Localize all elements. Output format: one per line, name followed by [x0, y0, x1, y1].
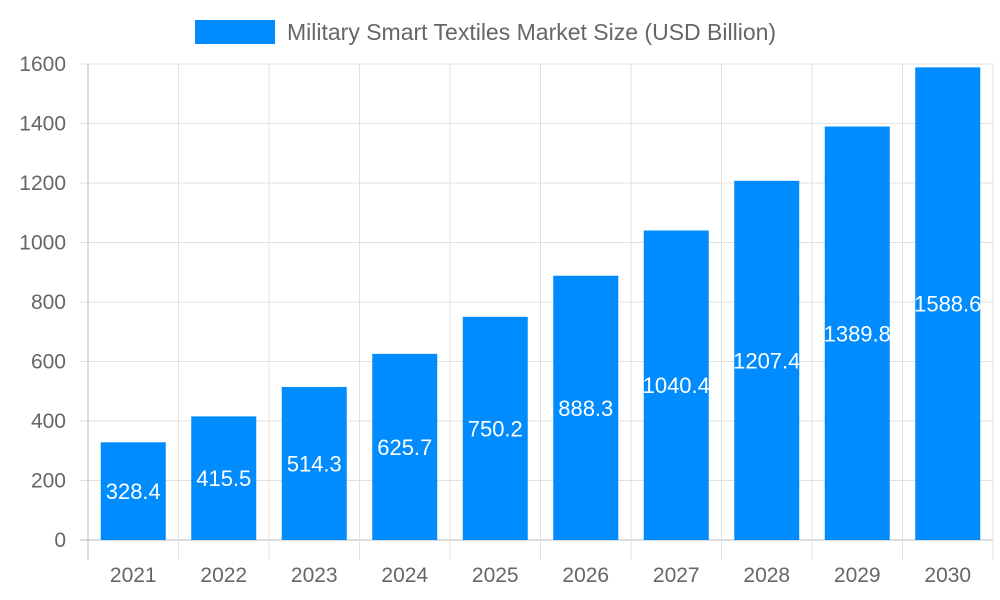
legend[interactable]: Military Smart Textiles Market Size (USD… — [195, 19, 776, 45]
bar — [824, 126, 890, 541]
y-tick-label: 0 — [54, 529, 66, 552]
bar — [281, 386, 347, 540]
bar — [372, 353, 438, 540]
axes: 0 200 400 600 800 1000 1200 1400 1600 2021 2022 202… — [19, 53, 971, 587]
x-tick-label: 2025 — [472, 564, 519, 587]
data-label: 1588.6 — [914, 292, 981, 317]
y-tick-label: 1200 — [19, 172, 66, 195]
bar — [191, 416, 257, 540]
data-label: 888.3 — [558, 396, 613, 421]
bar — [734, 180, 800, 540]
bars: 328.4 415.5 514.3 625.7 750.2 888.3 1040.4 1207… — [100, 67, 981, 541]
y-tick-label: 200 — [31, 470, 66, 493]
y-tick-label: 800 — [31, 291, 66, 314]
y-tick-label: 600 — [31, 351, 66, 374]
x-tick-label: 2024 — [381, 564, 428, 587]
bar — [915, 67, 981, 540]
bar — [553, 275, 619, 540]
x-tick-label: 2026 — [562, 564, 609, 587]
data-label: 625.7 — [377, 435, 432, 460]
y-tick-label: 400 — [31, 410, 66, 433]
x-tick-label: 2030 — [924, 564, 971, 587]
y-tick-label: 1000 — [19, 232, 66, 255]
legend-swatch — [195, 20, 275, 44]
data-label: 1389.8 — [824, 321, 891, 346]
y-tick-label: 1400 — [19, 113, 66, 136]
x-tick-label: 2021 — [110, 564, 157, 587]
data-label: 750.2 — [468, 416, 523, 441]
data-label: 328.4 — [106, 479, 161, 504]
legend-label: Military Smart Textiles Market Size (USD… — [287, 19, 776, 45]
x-tick-label: 2022 — [200, 564, 247, 587]
x-tick-label: 2023 — [291, 564, 338, 587]
data-label: 514.3 — [287, 451, 342, 476]
bar — [462, 316, 528, 540]
x-tick-label: 2029 — [834, 564, 881, 587]
data-label: 415.5 — [196, 466, 251, 491]
x-tick-label: 2027 — [653, 564, 700, 587]
y-tick-label: 1600 — [19, 53, 66, 76]
grid — [80, 63, 994, 560]
bar — [643, 230, 709, 540]
x-tick-label: 2028 — [743, 564, 790, 587]
data-label: 1207.4 — [733, 348, 800, 373]
data-label: 1040.4 — [643, 373, 710, 398]
bar — [100, 442, 166, 540]
